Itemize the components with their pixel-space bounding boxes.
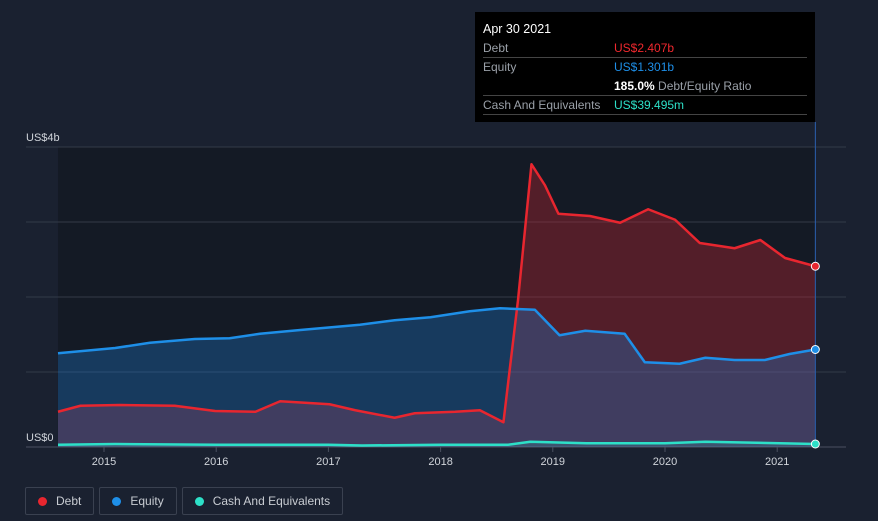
x-tick-label: 2017 [316,456,340,468]
equity-dot-icon [112,496,122,506]
equity-end-point [810,345,820,354]
legend: Debt Equity Cash And Equivalents [25,487,344,515]
tooltip-debt-label: Debt [483,41,509,55]
legend-equity[interactable]: Equity [99,487,177,515]
debt-line [57,163,816,424]
x-tick-label: 2019 [541,456,565,468]
cash-and-equivalents-line [57,440,816,447]
legend-cash[interactable]: Cash And Equivalents [181,487,344,515]
x-tick-label: 2021 [765,456,789,468]
legend-cash-label: Cash And Equivalents [212,494,331,508]
x-tick-label: 2015 [92,456,116,468]
cash-dot-icon [194,496,204,506]
tooltip-debt-value: US$2.407b [614,41,675,55]
legend-equity-label: Equity [130,494,164,508]
tooltip-ratio-value: 185.0% [614,79,655,93]
legend-debt[interactable]: Debt [25,487,95,515]
equity-line [57,307,816,365]
tooltip-cash-label: Cash And Equivalents [483,98,601,112]
debt-end-point [810,261,820,271]
tooltip-cash-value: US$39.495m [614,98,685,112]
y-tick-label: US$4b [26,132,60,144]
x-tick-label: 2020 [653,456,677,468]
tooltip-ratio-label: Debt/Equity Ratio [658,79,752,93]
x-tick-label: 2016 [204,456,228,468]
cash-and-equivalents-end-point [810,439,820,449]
debt-area [57,164,816,447]
tooltip-equity-label: Equity [483,60,517,74]
tooltip-date: Apr 30 2021 [483,22,552,36]
x-tick-label: 2018 [428,456,452,468]
y-tick-label: US$0 [26,432,54,444]
debt-dot-icon [38,496,47,506]
tooltip-equity-value: US$1.301b [614,60,675,74]
legend-debt-label: Debt [56,494,82,508]
tooltip: Apr 30 2021 Debt US$2.407b Equity US$1.301… [475,12,815,122]
